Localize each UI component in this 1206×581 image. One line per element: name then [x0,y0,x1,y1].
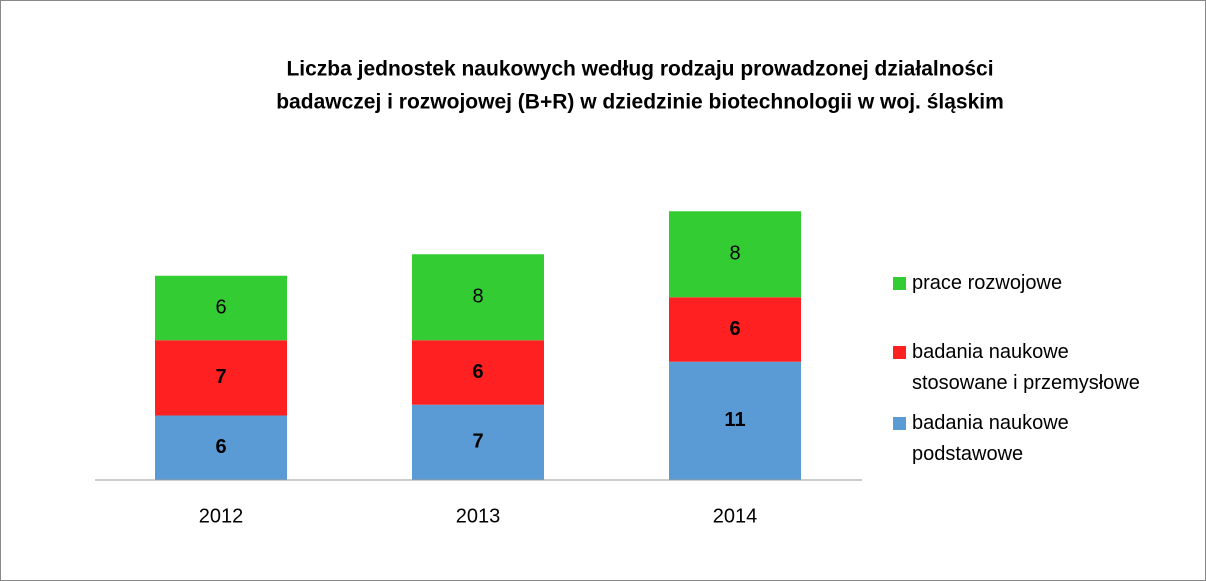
data-label: 7 [215,366,226,388]
bar-segment [669,361,801,480]
bar-segment [412,340,544,405]
data-label: 6 [729,318,740,340]
bar-segment [412,404,544,480]
data-label: 8 [729,243,740,265]
data-label: 7 [472,431,483,453]
data-label: 8 [472,286,483,308]
bar-segment [669,211,801,298]
legend-label: badania naukowe podstawowe [912,412,1069,465]
legend-entry: prace rozwojowe [890,268,1200,299]
bar-segment [155,415,287,480]
chart-title: Liczba jednostek naukowych według rodzaj… [286,58,993,81]
x-tick-label: 2013 [456,505,501,527]
chart-title: badawczej i rozwojowej (B+R) w dziedzini… [276,91,1004,114]
data-label: 11 [724,409,745,431]
bar-segment [155,275,287,341]
x-tick-label: 2014 [713,505,758,527]
x-tick-label: 2012 [199,505,244,527]
legend-label: badania naukowe stosowane i przemysłowe [912,341,1140,394]
bar-segment [669,297,801,362]
legend-label: prace rozwojowe [912,272,1063,294]
data-label: 6 [215,296,226,318]
legend-swatch [893,417,906,430]
legend-entry: badania naukowe stosowane i przemysłowe [890,337,1200,399]
data-label: 6 [472,361,483,383]
bar-segment [155,340,287,416]
legend-entry: badania naukowe podstawowe [890,408,1200,470]
legend-swatch [893,346,906,359]
bar-segment [412,254,544,341]
data-label: 6 [215,436,226,458]
legend-swatch [893,277,906,290]
